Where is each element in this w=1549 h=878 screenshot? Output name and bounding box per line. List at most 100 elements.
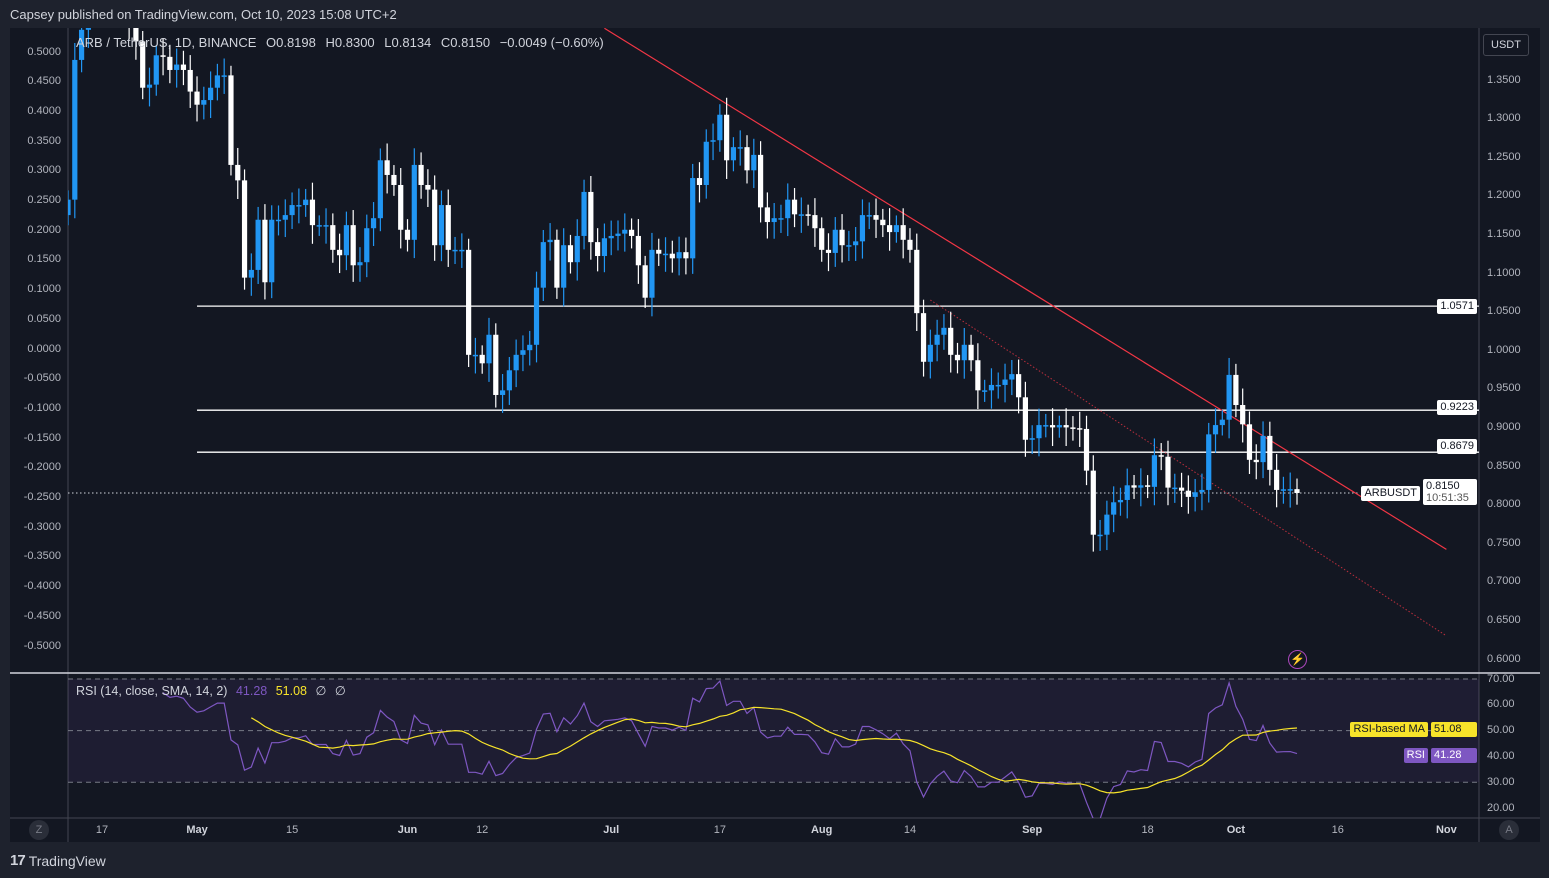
left-axis-tick: 0.2500 (27, 194, 61, 206)
candle-body (567, 245, 574, 263)
candle-body (1036, 425, 1042, 439)
candle-body (581, 191, 587, 236)
candle-body (1294, 489, 1300, 494)
candle-body (472, 354, 479, 357)
left-axis-tick: -0.3000 (23, 520, 61, 533)
level-tag: 0.9223 (1437, 400, 1477, 415)
candle-body (68, 199, 71, 216)
candle-body (208, 87, 214, 101)
time-axis-tick: 17 (95, 824, 109, 836)
lightning-icon[interactable]: ⚡ (1288, 650, 1307, 669)
candle-body (561, 245, 567, 288)
candle-body (839, 229, 845, 246)
candle-body (1253, 459, 1259, 463)
candle-body (1287, 489, 1293, 491)
candle-body (391, 174, 397, 185)
candle-body (757, 154, 764, 208)
candle-body (140, 41, 146, 88)
price-pane (68, 0, 1479, 637)
candle-body (432, 189, 438, 246)
auto-scale-button[interactable]: A (1499, 820, 1519, 840)
rsi-axis-tick: 20.00 (1487, 801, 1515, 814)
candle-body (1212, 425, 1219, 435)
candle-body (1077, 428, 1083, 430)
candle-body (187, 69, 193, 92)
candle-body (337, 249, 343, 256)
candle-body (228, 75, 234, 165)
candle-body (411, 164, 417, 240)
candle-body (1185, 490, 1191, 497)
candle-body (751, 154, 757, 171)
candle-body (920, 313, 927, 362)
symbol-legend: ARB / TetherUS, 1D, BINANCE O0.8198 H0.8… (76, 35, 610, 50)
candle-body (812, 215, 818, 229)
time-axis-tick: Sep (1022, 824, 1043, 836)
currency-button[interactable]: USDT (1483, 34, 1529, 56)
candle-body (744, 147, 750, 171)
rsi-ma-tag-value: 51.08 (1431, 722, 1477, 737)
zoom-reset-button[interactable]: Z (29, 820, 49, 840)
candle-body (296, 205, 302, 207)
candle-body (1090, 470, 1096, 535)
left-axis-tick: 0.5000 (27, 45, 61, 58)
candle-body (819, 228, 825, 250)
candle-body (1049, 425, 1056, 428)
candle-body (1002, 379, 1008, 385)
candle-body (323, 225, 329, 227)
candle-body (547, 239, 553, 243)
trendline-dotted (930, 299, 1447, 637)
last-price-tag: 0.8150 10:51:35 (1423, 479, 1477, 505)
candle-body (954, 354, 961, 361)
candle-body (941, 327, 947, 335)
change-value: −0.0049 (−0.60%) (499, 35, 604, 50)
candle-body (608, 235, 614, 239)
time-axis-tick: 16 (1331, 824, 1344, 836)
candle-body (1151, 455, 1158, 487)
left-axis-tick: -0.5000 (23, 639, 61, 652)
candle-body (764, 207, 770, 223)
time-axis-tick: May (186, 824, 208, 836)
candle-body (493, 334, 499, 395)
candle-body (289, 205, 295, 216)
candle-body (1131, 485, 1137, 488)
candle-body (975, 360, 981, 391)
candle-body (1192, 492, 1198, 497)
candle-body (683, 252, 689, 259)
left-axis-tick: 0.1000 (27, 283, 61, 296)
price-axis-tick: 0.7500 (1487, 536, 1521, 549)
price-axis-tick: 0.8500 (1487, 459, 1521, 472)
candle-body (595, 242, 601, 257)
candle-body (1206, 434, 1212, 490)
candle-body (370, 218, 377, 229)
left-axis-tick: 0.4500 (27, 75, 61, 88)
left-axis-tick: 0.0500 (27, 312, 61, 325)
candle-body (180, 64, 187, 70)
candle-body (85, 28, 91, 30)
candle-body (93, 0, 98, 3)
rsi-value: 41.28 (235, 684, 268, 698)
time-axis-tick: Jun (397, 824, 418, 836)
candle-body (248, 269, 254, 278)
candle-body (466, 249, 472, 355)
chart-frame (10, 28, 1540, 842)
candle-body (1219, 419, 1225, 426)
candle-body (357, 262, 363, 266)
rsi-title[interactable]: RSI (14, close, SMA, 14, 2) (76, 684, 228, 698)
time-axis-tick: 18 (1141, 824, 1154, 836)
candle-body (214, 75, 220, 88)
price-axis-tick: 1.2500 (1487, 150, 1521, 163)
candle-body (309, 199, 316, 226)
level-tag: 0.8679 (1437, 439, 1477, 454)
candle-body (676, 252, 682, 259)
candle-body (927, 344, 933, 362)
candle-body (241, 180, 248, 278)
rsi-legend: RSI (14, close, SMA, 14, 2) 41.28 51.08 … (76, 683, 351, 698)
footer-logo[interactable]: 17 TradingView (10, 852, 106, 869)
candle-body (703, 141, 709, 185)
candle-body (1145, 485, 1151, 487)
tradingview-logo-icon: 17 (10, 852, 26, 869)
symbol-title[interactable]: ARB / TetherUS, 1D, BINANCE (76, 35, 257, 50)
candle-body (1083, 428, 1090, 471)
candle-body (1172, 487, 1178, 490)
